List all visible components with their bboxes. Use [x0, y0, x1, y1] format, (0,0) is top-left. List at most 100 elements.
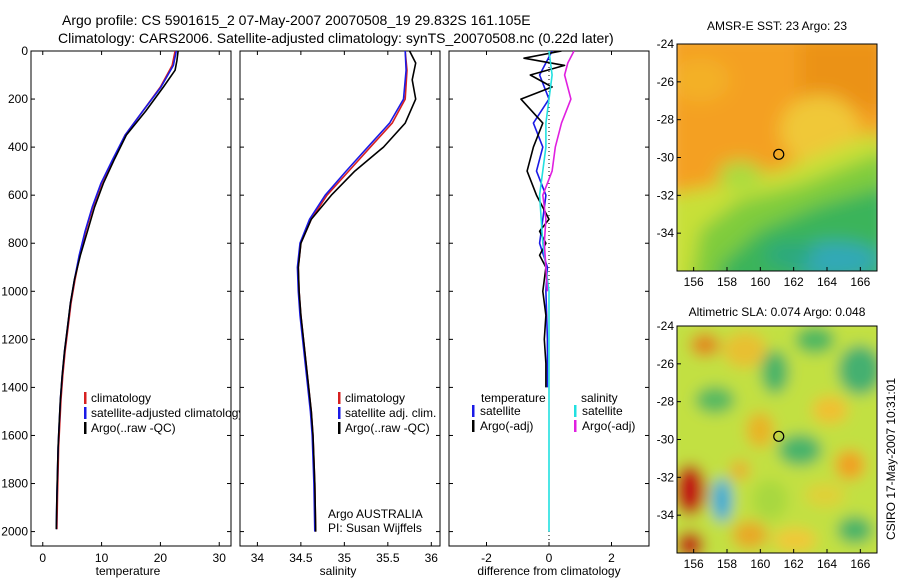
sst-map-title: AMSR-E SST: 23 Argo: 23	[707, 19, 847, 33]
principal-investigator-annotation: PI: Susan Wijffels	[328, 521, 422, 535]
y-tick-label: -26	[657, 357, 675, 371]
y-tick-label: -28	[657, 113, 675, 127]
difference-series	[520, 51, 575, 532]
legend-swatch-temperature-satellite	[472, 405, 475, 417]
y-tick-label: 400	[8, 140, 28, 154]
sla-field	[677, 326, 877, 553]
x-tick-label: 164	[817, 557, 837, 571]
x-tick-label: 162	[784, 275, 804, 289]
y-tick-label: 2000	[1, 525, 28, 539]
legend-label-argo: Argo(..raw -QC)	[345, 421, 430, 435]
y-tick-label: 1400	[1, 380, 28, 394]
salinity-x-label: salinity	[320, 564, 357, 578]
y-tick-label: 200	[8, 92, 28, 106]
x-tick-label: 166	[850, 275, 870, 289]
salinity-x-ticks: 34 34.5 35 35.5 36	[251, 51, 439, 565]
x-tick-label: 160	[750, 275, 770, 289]
temperature-y-ticks: 0 200 400 600 800 1000 1200 1400 1600 1800 2000	[1, 44, 231, 539]
x-tick-label: 156	[684, 557, 704, 571]
x-tick-label: 34	[251, 551, 265, 565]
sst-map-panel: AMSR-E SST: 23 Argo: 23 156 158 160 162 164 1…	[657, 19, 878, 289]
sst-field	[677, 44, 877, 271]
legend-label-satellite: satellite adj. clim.	[345, 406, 436, 420]
legend-swatch-climatology	[338, 392, 341, 404]
salinity-y-ticks	[240, 50, 440, 533]
figure-title-line-1: Argo profile: CS 5901615_2 07-May-2007 2…	[62, 12, 531, 28]
temperature-axes-frame	[30, 50, 232, 547]
legend-header-salinity: salinity	[581, 391, 618, 405]
legend-swatch-satellite	[338, 407, 341, 419]
x-tick-label: 20	[154, 551, 168, 565]
float-program-annotation: Argo AUSTRALIA	[328, 507, 423, 521]
temperature-panel: 0 200 400 600 800 1000 1200 1400 1600 1800 2000 0 1…	[1, 44, 244, 578]
legend-swatch-argo	[84, 422, 87, 434]
y-tick-label: -24	[657, 37, 675, 51]
x-tick-label: 166	[850, 557, 870, 571]
series-line-temperature-argo-adj	[520, 51, 566, 388]
y-tick-label: 600	[8, 188, 28, 202]
legend-swatch-salinity-argo	[574, 420, 577, 432]
temperature-series	[55, 51, 179, 530]
legend-label-climatology: climatology	[91, 391, 151, 405]
difference-legend: temperature satellite Argo(-adj) salinit…	[472, 391, 635, 433]
series-line-argo-raw-qc	[297, 51, 417, 532]
x-tick-label: 156	[684, 275, 704, 289]
legend-header-temperature: temperature	[481, 391, 546, 405]
salinity-panel: 34 34.5 35 35.5 36 salinity climatology sate…	[239, 50, 441, 578]
x-tick-label: 10	[95, 551, 109, 565]
legend-swatch-satellite	[84, 407, 87, 419]
x-tick-label: -2	[481, 551, 492, 565]
y-tick-label: 1200	[1, 332, 28, 346]
difference-y-ticks	[449, 50, 649, 533]
x-tick-label: 30	[213, 551, 227, 565]
x-tick-label: 158	[717, 557, 737, 571]
difference-panel: -2 0 2 difference from climatology tempera…	[448, 50, 650, 578]
legend-swatch-climatology	[84, 392, 87, 404]
salinity-axes-frame	[239, 50, 441, 547]
legend-swatch-argo	[338, 422, 341, 434]
y-tick-label: -32	[657, 470, 675, 484]
x-tick-label: 0	[39, 551, 46, 565]
figure-title-line-2: Climatology: CARS2006. Satellite-adjuste…	[58, 30, 614, 46]
series-line-salinity-satellite	[538, 51, 553, 532]
csiro-timestamp: CSIRO 17-May-2007 10:31:01	[884, 378, 898, 540]
x-tick-label: 36	[425, 551, 439, 565]
y-tick-label: -24	[657, 319, 675, 333]
series-line-salinity-argo-adj	[541, 51, 575, 292]
legend-label-argo: Argo(..raw -QC)	[91, 421, 176, 435]
x-tick-label: 34.5	[289, 551, 313, 565]
sla-map-title: Altimetric SLA: 0.074 Argo: 0.048	[689, 305, 866, 319]
series-line-argo-raw-qc	[55, 51, 179, 530]
y-tick-label: -32	[657, 188, 675, 202]
sst-map-ticks: 156 158 160 162 164 166 -24 -26 -28 -30 -32 -34	[657, 37, 871, 289]
temperature-x-ticks: 0 10 20 30	[39, 51, 226, 565]
legend-label-salinity-argo: Argo(-adj)	[582, 419, 635, 433]
sla-map-ticks: 156 158 160 162 164 166 -24 -26 -28 -30 -32 -34	[657, 319, 871, 571]
x-tick-label: 35	[338, 551, 352, 565]
y-tick-label: 1000	[1, 284, 28, 298]
temperature-x-label: temperature	[96, 564, 161, 578]
x-tick-label: 35.5	[376, 551, 400, 565]
x-tick-label: 160	[750, 557, 770, 571]
x-tick-label: 158	[717, 275, 737, 289]
legend-label-temperature-argo: Argo(-adj)	[480, 419, 533, 433]
x-tick-label: 164	[817, 275, 837, 289]
y-tick-label: 800	[8, 236, 28, 250]
y-tick-label: 1800	[1, 477, 28, 491]
legend-label-satellite: satellite-adjusted climatology	[91, 406, 244, 420]
y-tick-label: -34	[657, 508, 675, 522]
x-tick-label: 162	[784, 557, 804, 571]
legend-swatch-temperature-argo	[472, 420, 475, 432]
legend-label-climatology: climatology	[345, 391, 405, 405]
x-tick-label: 2	[608, 551, 615, 565]
y-tick-label: 0	[21, 44, 28, 58]
y-tick-label: -30	[657, 151, 675, 165]
y-tick-label: 1600	[1, 428, 28, 442]
legend-label-salinity-satellite: satellite	[582, 404, 623, 418]
salinity-series	[296, 51, 417, 532]
legend-label-temperature-satellite: satellite	[480, 404, 521, 418]
sla-map-panel: Altimetric SLA: 0.074 Argo: 0.048	[657, 305, 878, 571]
legend-swatch-salinity-satellite	[574, 405, 577, 417]
argo-location-marker	[773, 148, 785, 160]
y-tick-label: -34	[657, 226, 675, 240]
